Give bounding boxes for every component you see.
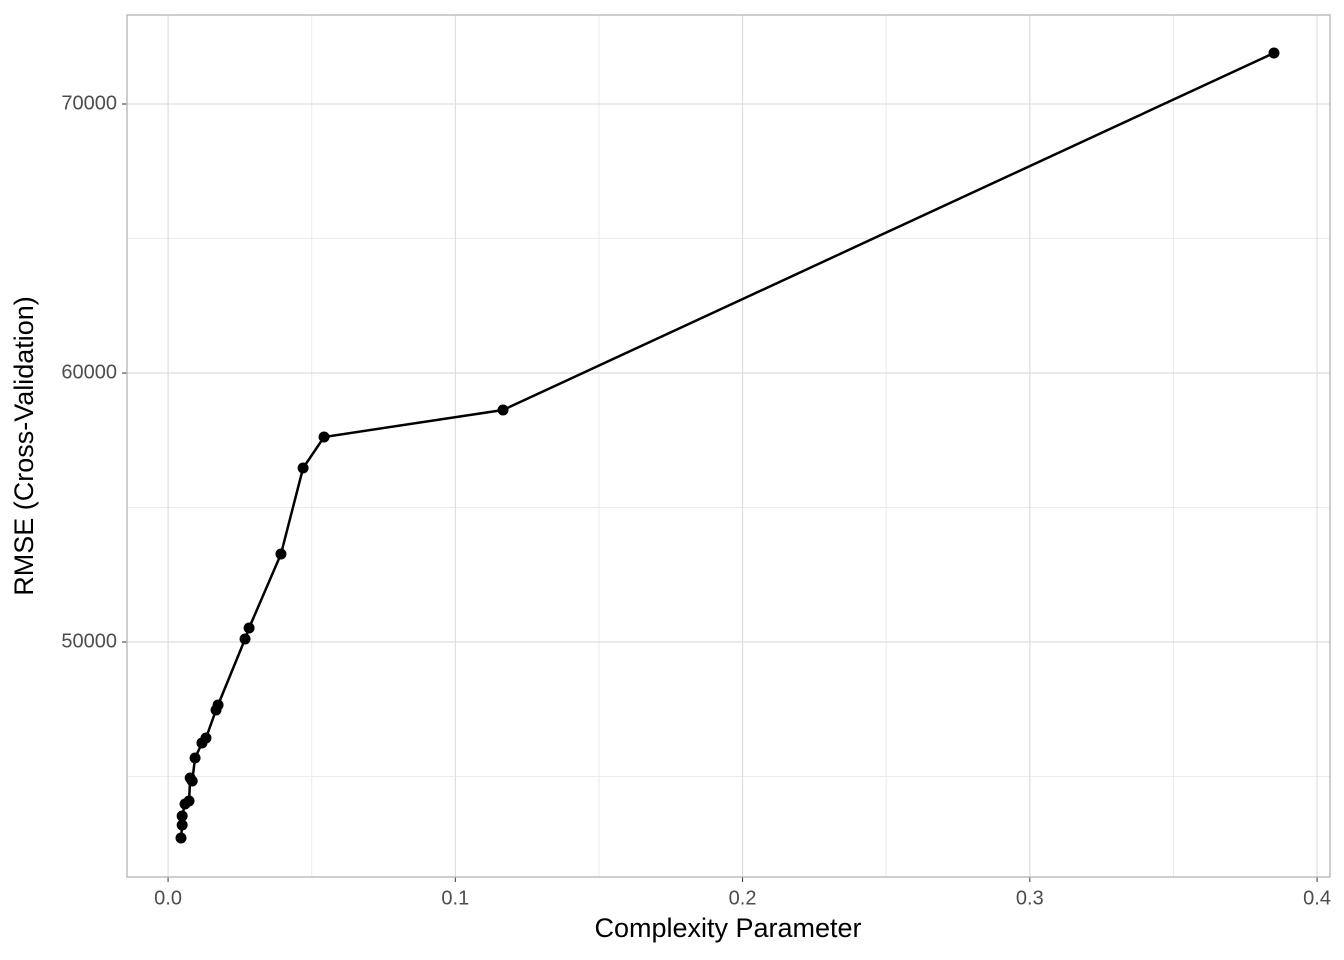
- point: [183, 795, 195, 807]
- point: [297, 462, 309, 474]
- point: [318, 431, 330, 443]
- point: [186, 775, 198, 787]
- point: [239, 633, 251, 645]
- point: [1268, 47, 1280, 59]
- point: [176, 819, 188, 831]
- x-tick-label: 0.3: [1016, 887, 1044, 909]
- point: [175, 832, 187, 844]
- x-tick-label: 0.0: [154, 887, 182, 909]
- y-tick-label: 70000: [61, 92, 117, 114]
- point: [189, 752, 201, 764]
- y-axis-title: RMSE (Cross-Validation): [9, 296, 39, 596]
- point: [275, 548, 287, 560]
- x-axis-title: Complexity Parameter: [594, 913, 861, 943]
- point: [243, 622, 255, 634]
- y-tick-label: 60000: [61, 361, 117, 383]
- panel-border: [126, 14, 1331, 878]
- x-tick-label: 0.4: [1303, 887, 1331, 909]
- point: [176, 810, 188, 822]
- x-tick-label: 0.1: [441, 887, 469, 909]
- x-tick-label: 0.2: [729, 887, 757, 909]
- point: [212, 699, 224, 711]
- point: [200, 732, 212, 744]
- y-tick-label: 50000: [61, 630, 117, 652]
- point: [497, 404, 509, 416]
